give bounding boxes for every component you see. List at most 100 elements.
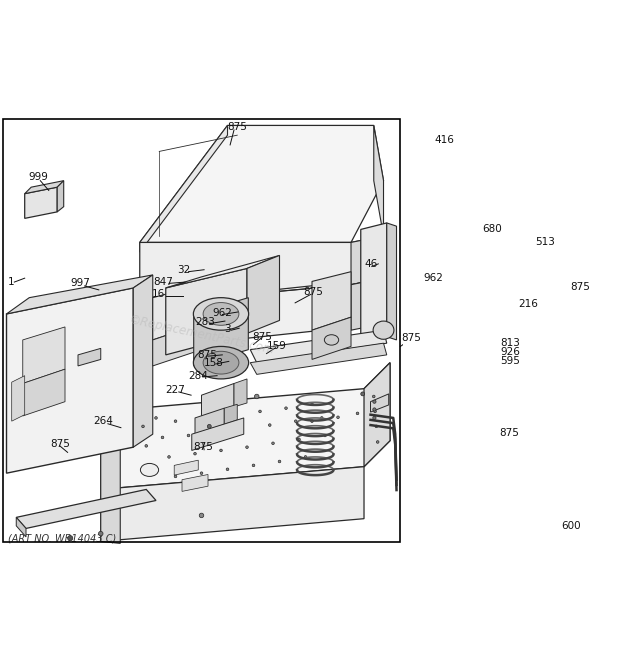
Circle shape xyxy=(285,407,287,409)
Polygon shape xyxy=(140,236,384,304)
Polygon shape xyxy=(312,272,351,330)
Polygon shape xyxy=(312,317,351,360)
Text: 158: 158 xyxy=(204,358,224,368)
Ellipse shape xyxy=(203,303,239,325)
Text: 875: 875 xyxy=(193,442,213,452)
Text: 595: 595 xyxy=(500,356,520,366)
Polygon shape xyxy=(6,275,153,314)
Polygon shape xyxy=(140,126,228,253)
Circle shape xyxy=(167,455,170,458)
Text: 875: 875 xyxy=(51,439,71,449)
Polygon shape xyxy=(16,489,156,528)
Circle shape xyxy=(374,410,376,412)
Polygon shape xyxy=(25,187,57,218)
Polygon shape xyxy=(250,330,387,363)
Circle shape xyxy=(337,416,339,418)
Circle shape xyxy=(142,425,144,428)
Circle shape xyxy=(246,446,248,448)
Text: 875: 875 xyxy=(402,333,422,343)
Text: 813: 813 xyxy=(500,338,520,348)
Text: 283: 283 xyxy=(195,317,215,327)
Polygon shape xyxy=(182,475,208,491)
Text: 875: 875 xyxy=(499,428,519,438)
Polygon shape xyxy=(101,363,390,489)
Text: 32: 32 xyxy=(177,264,190,275)
Polygon shape xyxy=(166,268,247,355)
Polygon shape xyxy=(16,518,26,537)
Polygon shape xyxy=(23,369,65,416)
Polygon shape xyxy=(153,285,202,340)
Circle shape xyxy=(207,424,211,428)
Text: 46: 46 xyxy=(364,259,377,269)
Circle shape xyxy=(219,449,223,451)
Circle shape xyxy=(321,416,323,419)
Circle shape xyxy=(376,441,379,444)
Text: 997: 997 xyxy=(70,278,90,288)
Ellipse shape xyxy=(324,334,339,345)
Text: 600: 600 xyxy=(562,522,581,531)
Circle shape xyxy=(155,416,157,419)
Polygon shape xyxy=(6,288,133,473)
Circle shape xyxy=(145,445,148,447)
Circle shape xyxy=(200,472,203,475)
Polygon shape xyxy=(387,223,397,340)
Circle shape xyxy=(311,420,313,422)
Circle shape xyxy=(213,432,216,434)
Circle shape xyxy=(324,434,326,437)
Ellipse shape xyxy=(140,463,159,477)
Circle shape xyxy=(226,468,229,471)
Ellipse shape xyxy=(203,351,239,374)
Circle shape xyxy=(373,400,376,403)
Polygon shape xyxy=(374,126,384,236)
Polygon shape xyxy=(234,379,247,407)
Text: 875: 875 xyxy=(252,332,272,342)
Polygon shape xyxy=(361,223,387,346)
Polygon shape xyxy=(351,236,384,285)
Text: 847: 847 xyxy=(153,277,173,287)
Circle shape xyxy=(193,452,197,455)
Text: 513: 513 xyxy=(536,237,556,247)
Polygon shape xyxy=(202,277,221,324)
Text: 3: 3 xyxy=(224,324,231,334)
Polygon shape xyxy=(101,467,364,541)
Polygon shape xyxy=(23,327,65,383)
Circle shape xyxy=(99,531,103,536)
Polygon shape xyxy=(140,126,384,243)
Circle shape xyxy=(294,420,297,422)
Polygon shape xyxy=(174,460,198,475)
Text: 416: 416 xyxy=(434,136,454,145)
Text: 875: 875 xyxy=(228,122,247,132)
Text: 264: 264 xyxy=(94,416,113,426)
Polygon shape xyxy=(250,343,387,374)
Polygon shape xyxy=(224,405,237,424)
Circle shape xyxy=(199,513,204,518)
Text: 875: 875 xyxy=(303,288,323,297)
Polygon shape xyxy=(78,348,101,366)
Circle shape xyxy=(373,416,376,420)
Circle shape xyxy=(174,475,177,478)
Polygon shape xyxy=(57,180,64,212)
Polygon shape xyxy=(202,383,234,420)
Circle shape xyxy=(278,460,281,463)
Circle shape xyxy=(148,464,151,467)
Text: 680: 680 xyxy=(482,225,502,235)
Circle shape xyxy=(161,436,164,439)
Polygon shape xyxy=(193,297,248,366)
Circle shape xyxy=(375,425,378,428)
Text: 999: 999 xyxy=(28,173,48,182)
Circle shape xyxy=(68,535,73,541)
Ellipse shape xyxy=(373,321,394,339)
Text: 1: 1 xyxy=(8,277,14,287)
Polygon shape xyxy=(25,180,64,194)
Text: 962: 962 xyxy=(212,308,232,319)
Polygon shape xyxy=(351,278,384,330)
Text: ©ReplacementParts.com: ©ReplacementParts.com xyxy=(127,313,276,357)
Polygon shape xyxy=(195,408,224,434)
Text: 227: 227 xyxy=(165,385,185,395)
Text: 875: 875 xyxy=(198,350,218,360)
Text: 16: 16 xyxy=(152,289,166,299)
Circle shape xyxy=(239,428,242,430)
Ellipse shape xyxy=(193,346,249,379)
Polygon shape xyxy=(371,394,389,412)
Circle shape xyxy=(272,442,274,445)
